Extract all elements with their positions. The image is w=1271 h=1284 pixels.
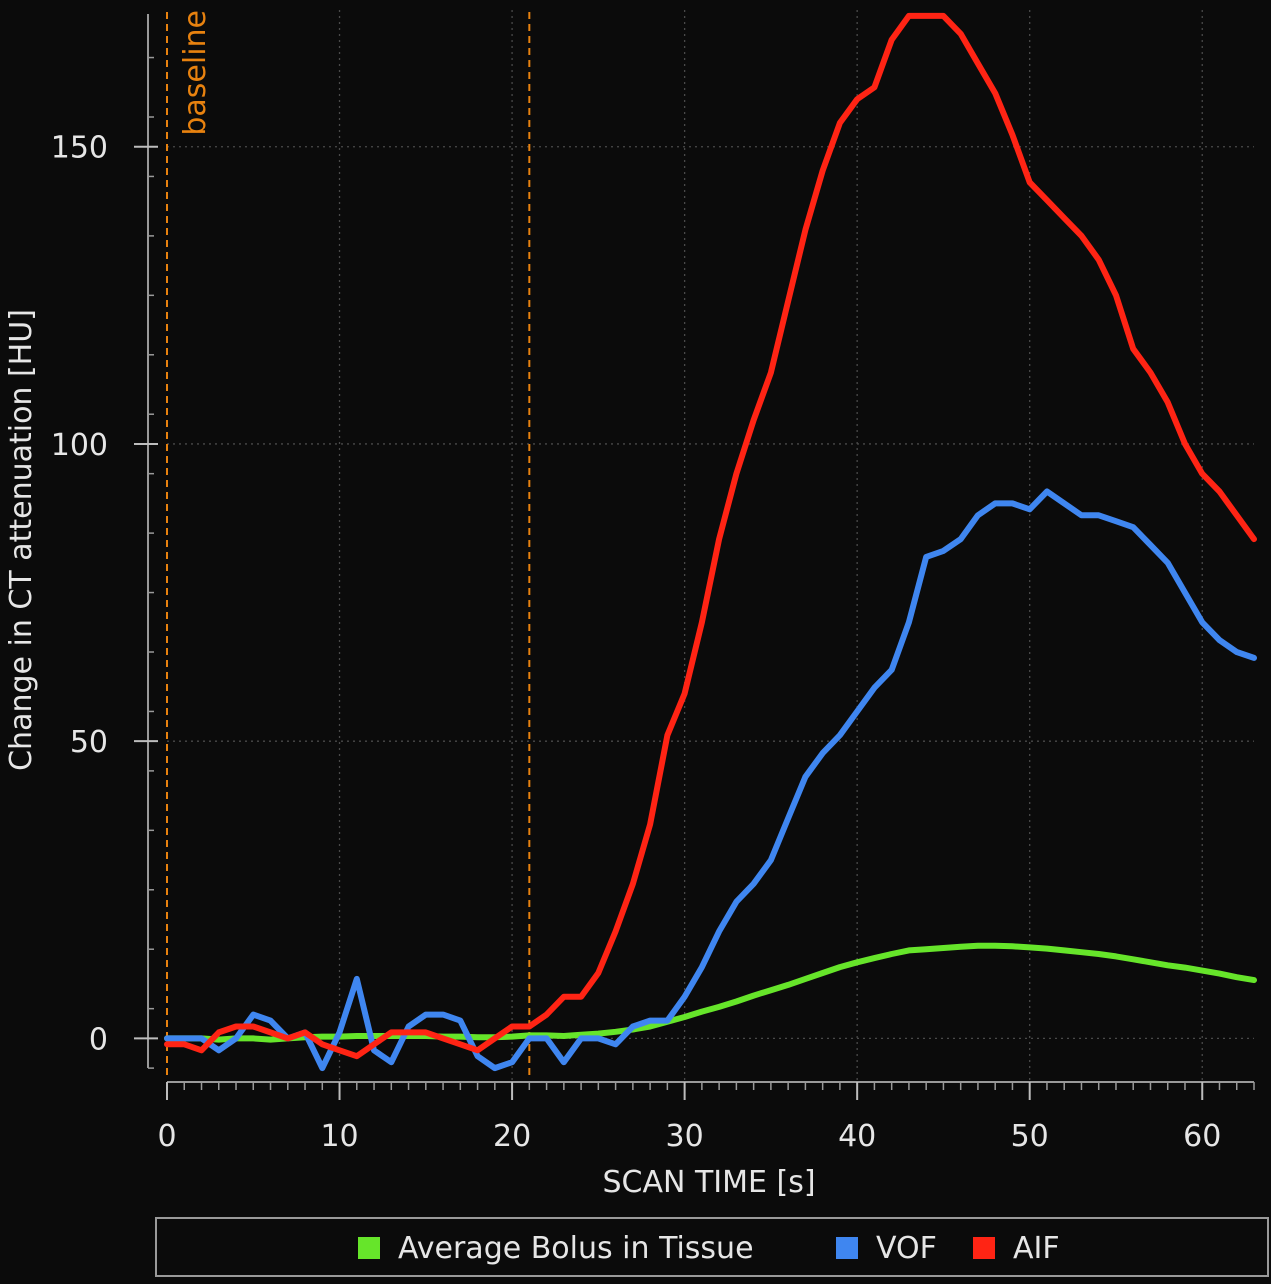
annotations: baseline: [166, 10, 531, 1076]
legend-label: Average Bolus in Tissue: [398, 1231, 754, 1266]
legend: Average Bolus in Tissue VOF AIF: [155, 1217, 1269, 1277]
legend-label: VOF: [876, 1231, 937, 1266]
x-tick-label: 60: [1183, 1119, 1221, 1154]
x-axis-label: SCAN TIME [s]: [602, 1165, 815, 1200]
y-tick-label: 50: [70, 725, 108, 760]
series: [164, 12, 1257, 1072]
series-line-aif: [164, 12, 1257, 1060]
y-tick-label: 150: [51, 131, 108, 166]
x-tick-label: 30: [666, 1119, 704, 1154]
baseline-label: baseline: [178, 10, 213, 136]
x-tick-label: 50: [1011, 1119, 1049, 1154]
axes: Change in CT attenuation [HU] SCAN TIME …: [4, 14, 1255, 1200]
x-tick-label: 10: [320, 1119, 358, 1154]
x-tick-label: 20: [493, 1119, 531, 1154]
y-tick-label: 100: [51, 428, 108, 463]
legend-swatch: [836, 1237, 858, 1259]
legend-swatch: [973, 1237, 995, 1259]
legend-label: AIF: [1013, 1231, 1060, 1266]
x-tick-label: 0: [157, 1119, 176, 1154]
x-tick-label: 40: [838, 1119, 876, 1154]
legend-swatch: [358, 1237, 380, 1259]
series-line-average-bolus-in-tissue: [164, 942, 1257, 1043]
y-axis-label: Change in CT attenuation [HU]: [4, 309, 39, 771]
series-line-vof: [164, 488, 1257, 1072]
y-tick-label: 0: [89, 1022, 108, 1057]
